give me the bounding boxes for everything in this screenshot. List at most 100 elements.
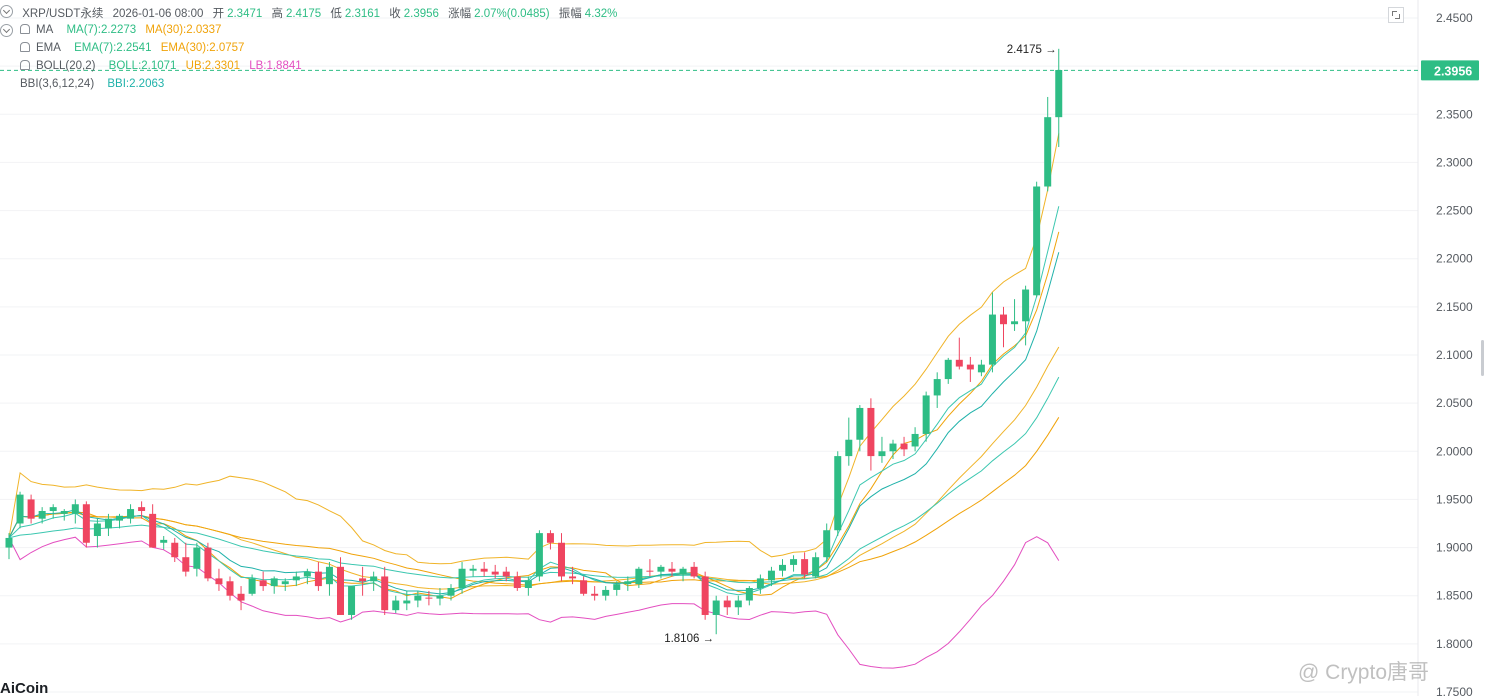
axis-drag-handle[interactable] — [1481, 340, 1484, 376]
candle-body — [613, 584, 621, 590]
candle-body — [337, 566, 344, 615]
candle-body — [281, 581, 289, 585]
candle-body — [314, 571, 322, 587]
candle-body — [414, 595, 422, 601]
bbi-value: BBI:2.2063 — [107, 78, 165, 90]
collapse-chevron-icon[interactable] — [0, 24, 13, 37]
candle-body — [602, 589, 610, 596]
candle-body — [436, 595, 444, 599]
candle-body — [71, 504, 79, 514]
candle-datetime: 2026-01-06 08:00 — [112, 8, 204, 20]
y-tick-label: 2.4500 — [1436, 11, 1473, 25]
candle-body — [182, 557, 190, 572]
candle-body — [403, 600, 411, 604]
min-price-marker: 1.8106 → — [664, 633, 714, 645]
candle-body — [193, 547, 201, 569]
y-tick-label: 1.7500 — [1436, 685, 1473, 696]
candle-body — [60, 510, 68, 514]
candle-body — [944, 359, 952, 380]
candle-body — [49, 507, 57, 511]
collapse-chevron-icon[interactable] — [0, 5, 13, 18]
candle-body — [701, 576, 709, 615]
candle-body — [878, 451, 886, 457]
candle-body — [569, 576, 577, 579]
ma-label[interactable]: MA — [36, 24, 54, 36]
ma-legend: MA MA(7):2.2273 MA(30):2.0337 — [0, 22, 227, 38]
bbi-label[interactable]: BBI(3,6,12,24) — [20, 78, 95, 90]
ma30-value: MA(30):2.0337 — [145, 24, 222, 36]
low-label: 低 — [330, 8, 342, 20]
ema-label[interactable]: EMA — [36, 42, 61, 54]
candle-body — [988, 314, 996, 365]
candle-body — [259, 580, 267, 587]
symbol-name[interactable]: XRP/USDT永续 — [22, 8, 104, 20]
alert-bell-icon[interactable] — [20, 24, 30, 34]
bbi-line — [8, 252, 1060, 595]
candle-body — [248, 578, 256, 594]
boll-lb-value: LB:1.8841 — [249, 60, 302, 72]
candle-body — [1044, 117, 1052, 187]
candle-body — [933, 379, 941, 396]
y-tick-label: 2.0000 — [1436, 444, 1473, 458]
candle-body — [116, 515, 123, 521]
candle-body — [348, 586, 356, 615]
candle-body — [734, 600, 742, 608]
ma30-line — [8, 417, 1060, 586]
candle-body — [889, 443, 897, 452]
candle-body — [1022, 289, 1030, 322]
ema7-value: EMA(7):2.2541 — [74, 42, 152, 54]
candle-body — [270, 578, 278, 587]
boll-ub-value: UB:2.3301 — [185, 60, 240, 72]
boll-mid-line — [8, 346, 1060, 590]
alert-bell-icon[interactable] — [20, 42, 30, 52]
y-tick-label: 1.8000 — [1436, 637, 1473, 651]
y-tick-label: 2.3500 — [1436, 107, 1473, 121]
candle-body — [535, 533, 543, 577]
candle-body — [138, 507, 146, 511]
amplitude-value: 4.32% — [584, 8, 618, 20]
ma7-value: MA(7):2.2273 — [66, 24, 137, 36]
candle-body — [823, 530, 831, 558]
amplitude-label: 振幅 — [558, 8, 582, 20]
candle-body — [646, 570, 654, 572]
ma7-line — [8, 231, 1060, 600]
candle-body — [1055, 69, 1063, 118]
aicoin-logo: AiCoin — [0, 680, 48, 697]
y-tick-label: 2.1500 — [1436, 300, 1473, 314]
y-tick-label: 1.9000 — [1436, 541, 1473, 555]
y-tick-label: 1.8500 — [1436, 589, 1473, 603]
y-tick-label: 2.2000 — [1436, 252, 1473, 266]
candle-body — [502, 571, 510, 577]
boll-label[interactable]: BOLL(20,2) — [36, 60, 96, 72]
candle-body — [524, 580, 532, 589]
candle-body — [801, 559, 809, 575]
candle-body — [668, 568, 676, 572]
candle-body — [226, 581, 234, 596]
y-tick-label: 2.2500 — [1436, 204, 1473, 218]
candle-body — [104, 518, 112, 529]
candle-body — [381, 576, 389, 611]
candle-body — [723, 600, 731, 608]
last-price-tag — [1421, 60, 1479, 81]
ema30-line — [8, 376, 1060, 584]
candle-body — [1033, 186, 1041, 296]
y-tick-label: 2.1000 — [1436, 348, 1473, 362]
open-value: 2.3471 — [227, 8, 263, 20]
candle-body — [292, 576, 300, 581]
alert-bell-icon[interactable] — [20, 60, 30, 70]
candle-body — [657, 566, 665, 572]
candle-body — [856, 407, 864, 440]
candle-body — [834, 456, 842, 531]
fullscreen-icon[interactable] — [1388, 7, 1404, 23]
candle-body — [447, 588, 455, 596]
candle-body — [469, 568, 477, 571]
candle-body — [325, 566, 333, 585]
candle-body — [690, 566, 698, 577]
candle-body — [911, 433, 919, 447]
ema30-value: EMA(30):2.0757 — [160, 42, 245, 54]
candle-body — [767, 570, 775, 581]
candle-body — [812, 557, 820, 577]
candle-body — [756, 578, 764, 589]
